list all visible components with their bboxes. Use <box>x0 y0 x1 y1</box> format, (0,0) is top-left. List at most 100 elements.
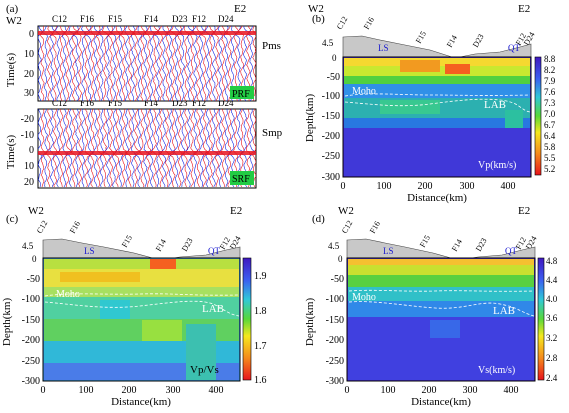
panel-c-west-label: W2 <box>28 205 44 217</box>
wiggle-trace <box>156 26 164 101</box>
wiggle-trace <box>180 109 185 188</box>
wiggle-trace <box>125 109 132 188</box>
station-label: C12 <box>35 219 49 235</box>
colorbar-tick-label: 7.9 <box>544 76 556 86</box>
panel-d: (d) W2 E2 C12 F16 F15 F14 D23 F12 D24 4.… <box>304 205 558 408</box>
station-label: F16 <box>362 16 376 31</box>
x-tick-label: 100 <box>381 385 396 396</box>
wiggle-trace <box>39 26 45 101</box>
station-label: D23 <box>180 237 195 253</box>
lab-label: LAB <box>202 303 224 315</box>
prf-tag: PRF <box>232 89 250 100</box>
y-tick-label: 10 <box>24 161 34 172</box>
wiggle-trace <box>118 109 124 188</box>
wiggle-trace <box>100 109 108 188</box>
wiggle-trace <box>149 26 155 101</box>
qt-region-label: QT <box>508 43 520 53</box>
wiggle-trace <box>55 26 61 101</box>
wiggle-trace <box>226 26 232 101</box>
vs-colorbar-ticks: 4.8 4.4 4.0 3.6 3.2 2.8 2.4 <box>546 256 558 383</box>
wiggle-trace <box>210 26 216 101</box>
y-tick-label: 0 <box>29 29 34 40</box>
vpvs-colorbar <box>242 257 252 381</box>
wiggle-trace <box>252 26 256 101</box>
wiggle-trace <box>71 26 79 101</box>
wiggle-trace <box>68 26 74 101</box>
y-tick-label: 0 <box>29 145 34 156</box>
x-tick-label: 100 <box>377 181 392 192</box>
wiggle-trace <box>73 26 79 101</box>
colorbar-tick-label: 7.6 <box>544 87 556 97</box>
wiggle-trace <box>112 109 120 188</box>
wiggle-trace <box>204 26 211 101</box>
wiggle-trace <box>216 109 222 188</box>
wiggle-trace <box>158 109 167 188</box>
wiggle-trace <box>93 26 102 101</box>
colorbar-tick-label: 2.4 <box>546 373 558 383</box>
wiggle-trace <box>224 109 232 188</box>
wiggle-trace <box>38 26 44 101</box>
wiggle-trace <box>212 26 219 101</box>
y-tick-label: -20 <box>21 114 34 125</box>
wiggle-trace <box>81 26 87 101</box>
ls-region-label: LS <box>378 43 389 53</box>
wiggle-trace <box>87 109 95 188</box>
qt-region-label: QT <box>505 246 517 256</box>
wiggle-trace <box>76 109 84 188</box>
x-tick-label: 0 <box>41 385 46 396</box>
y-tick-label: -10 <box>21 130 34 141</box>
wiggle-trace <box>40 109 47 188</box>
y-tick-label: -150 <box>322 111 340 122</box>
station-label: F15 <box>120 234 134 249</box>
colorbar-tick-label: 2.8 <box>546 353 558 363</box>
wiggle-trace <box>180 109 189 188</box>
vs-layers <box>348 259 534 380</box>
wiggle-trace <box>99 109 105 188</box>
station-label: F14 <box>154 238 168 253</box>
panel-a-letter: (a) <box>6 3 19 15</box>
wiggle-trace <box>41 26 49 101</box>
wiggle-trace <box>83 26 92 101</box>
station-label: C12 <box>335 15 349 31</box>
colorbar-tick-label: 1.7 <box>254 341 267 352</box>
wiggle-trace <box>158 109 164 188</box>
wiggle-trace <box>168 109 175 188</box>
lab-line <box>344 98 531 113</box>
wiggle-trace <box>121 109 129 188</box>
srf-tag-box <box>230 171 254 185</box>
wiggle-trace <box>38 109 43 188</box>
vpvs-colorbar-ticks: 1.9 1.8 1.7 1.6 <box>254 271 267 386</box>
wiggle-trace <box>49 26 55 101</box>
wiggle-trace <box>169 26 177 101</box>
direct-phase-band <box>38 151 256 155</box>
y-tick-label: -50 <box>331 274 344 285</box>
wiggle-trace <box>183 26 190 101</box>
station-label: F15 <box>414 30 428 45</box>
wiggle-trace <box>140 26 147 101</box>
vp-quantity-label: Vp(km/s) <box>478 160 516 171</box>
wiggle-trace <box>133 109 142 188</box>
wiggle-trace <box>124 26 129 101</box>
station-label: D23 <box>471 33 486 49</box>
station-label: F12 <box>192 98 206 108</box>
wiggle-trace <box>59 26 66 101</box>
station-label: F12 <box>192 14 206 24</box>
srf-y-axis-label: Time(s) <box>5 134 17 169</box>
y-tick-label: -50 <box>327 72 340 83</box>
x-tick-label: 400 <box>501 181 516 192</box>
station-label: F16 <box>80 98 95 108</box>
lab-line <box>44 300 240 317</box>
direct-phase-band <box>38 31 256 35</box>
y-tick-label: -200 <box>326 335 344 346</box>
station-label: F16 <box>80 14 95 24</box>
wiggle-trace <box>42 109 49 188</box>
panel-a-station-labels: C12 F16 F15 F14 D23 F12 D24 C12 F16 F15 … <box>52 14 234 108</box>
wiggle-trace <box>214 109 220 188</box>
panel-b-y-axis-label: Depth(km) <box>304 94 316 143</box>
wiggle-trace <box>54 109 61 188</box>
wiggle-trace <box>177 109 186 188</box>
wiggle-trace <box>97 26 104 101</box>
x-tick-label: 400 <box>209 385 224 396</box>
wiggle-trace <box>147 109 154 188</box>
wiggle-trace <box>205 109 213 188</box>
